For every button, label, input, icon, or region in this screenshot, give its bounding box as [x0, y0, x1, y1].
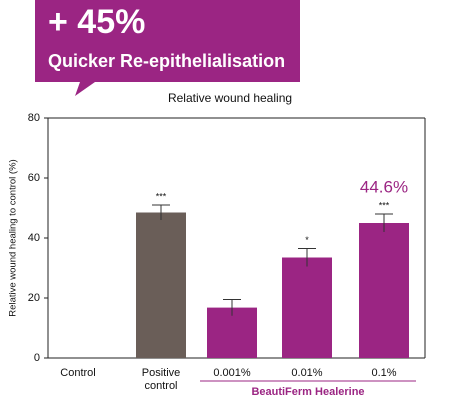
- callout-box: [35, 0, 300, 96]
- y-tick-label: 80: [28, 112, 40, 124]
- chart-title: Relative wound healing: [168, 91, 292, 105]
- x-tick-label: 0.01%: [291, 367, 323, 379]
- callout-subheadline: Quicker Re-epithelialisation: [48, 51, 285, 71]
- significance-label: ***: [379, 200, 390, 210]
- x-tick-label: 0.001%: [213, 367, 251, 379]
- y-tick-label: 60: [28, 172, 40, 184]
- bar: [207, 307, 257, 358]
- significance-label: *: [305, 235, 309, 245]
- significance-label: ***: [156, 191, 167, 201]
- y-tick-label: 0: [34, 352, 40, 364]
- bar: [136, 212, 186, 358]
- x-tick-label: Positive control: [141, 367, 181, 392]
- y-axis-label: Relative wound healing to control (%): [8, 159, 19, 316]
- annotation: 44.6%: [360, 177, 408, 196]
- y-tick-label: 40: [28, 232, 40, 244]
- x-tick-label: Control: [60, 367, 96, 379]
- bar: [282, 257, 332, 358]
- x-tick-label: 0.1%: [371, 367, 397, 379]
- bar: [359, 223, 409, 358]
- y-tick-label: 20: [28, 292, 40, 304]
- callout-headline: + 45%: [48, 3, 145, 41]
- group-label: BeautiFerm Healerine: [251, 386, 364, 398]
